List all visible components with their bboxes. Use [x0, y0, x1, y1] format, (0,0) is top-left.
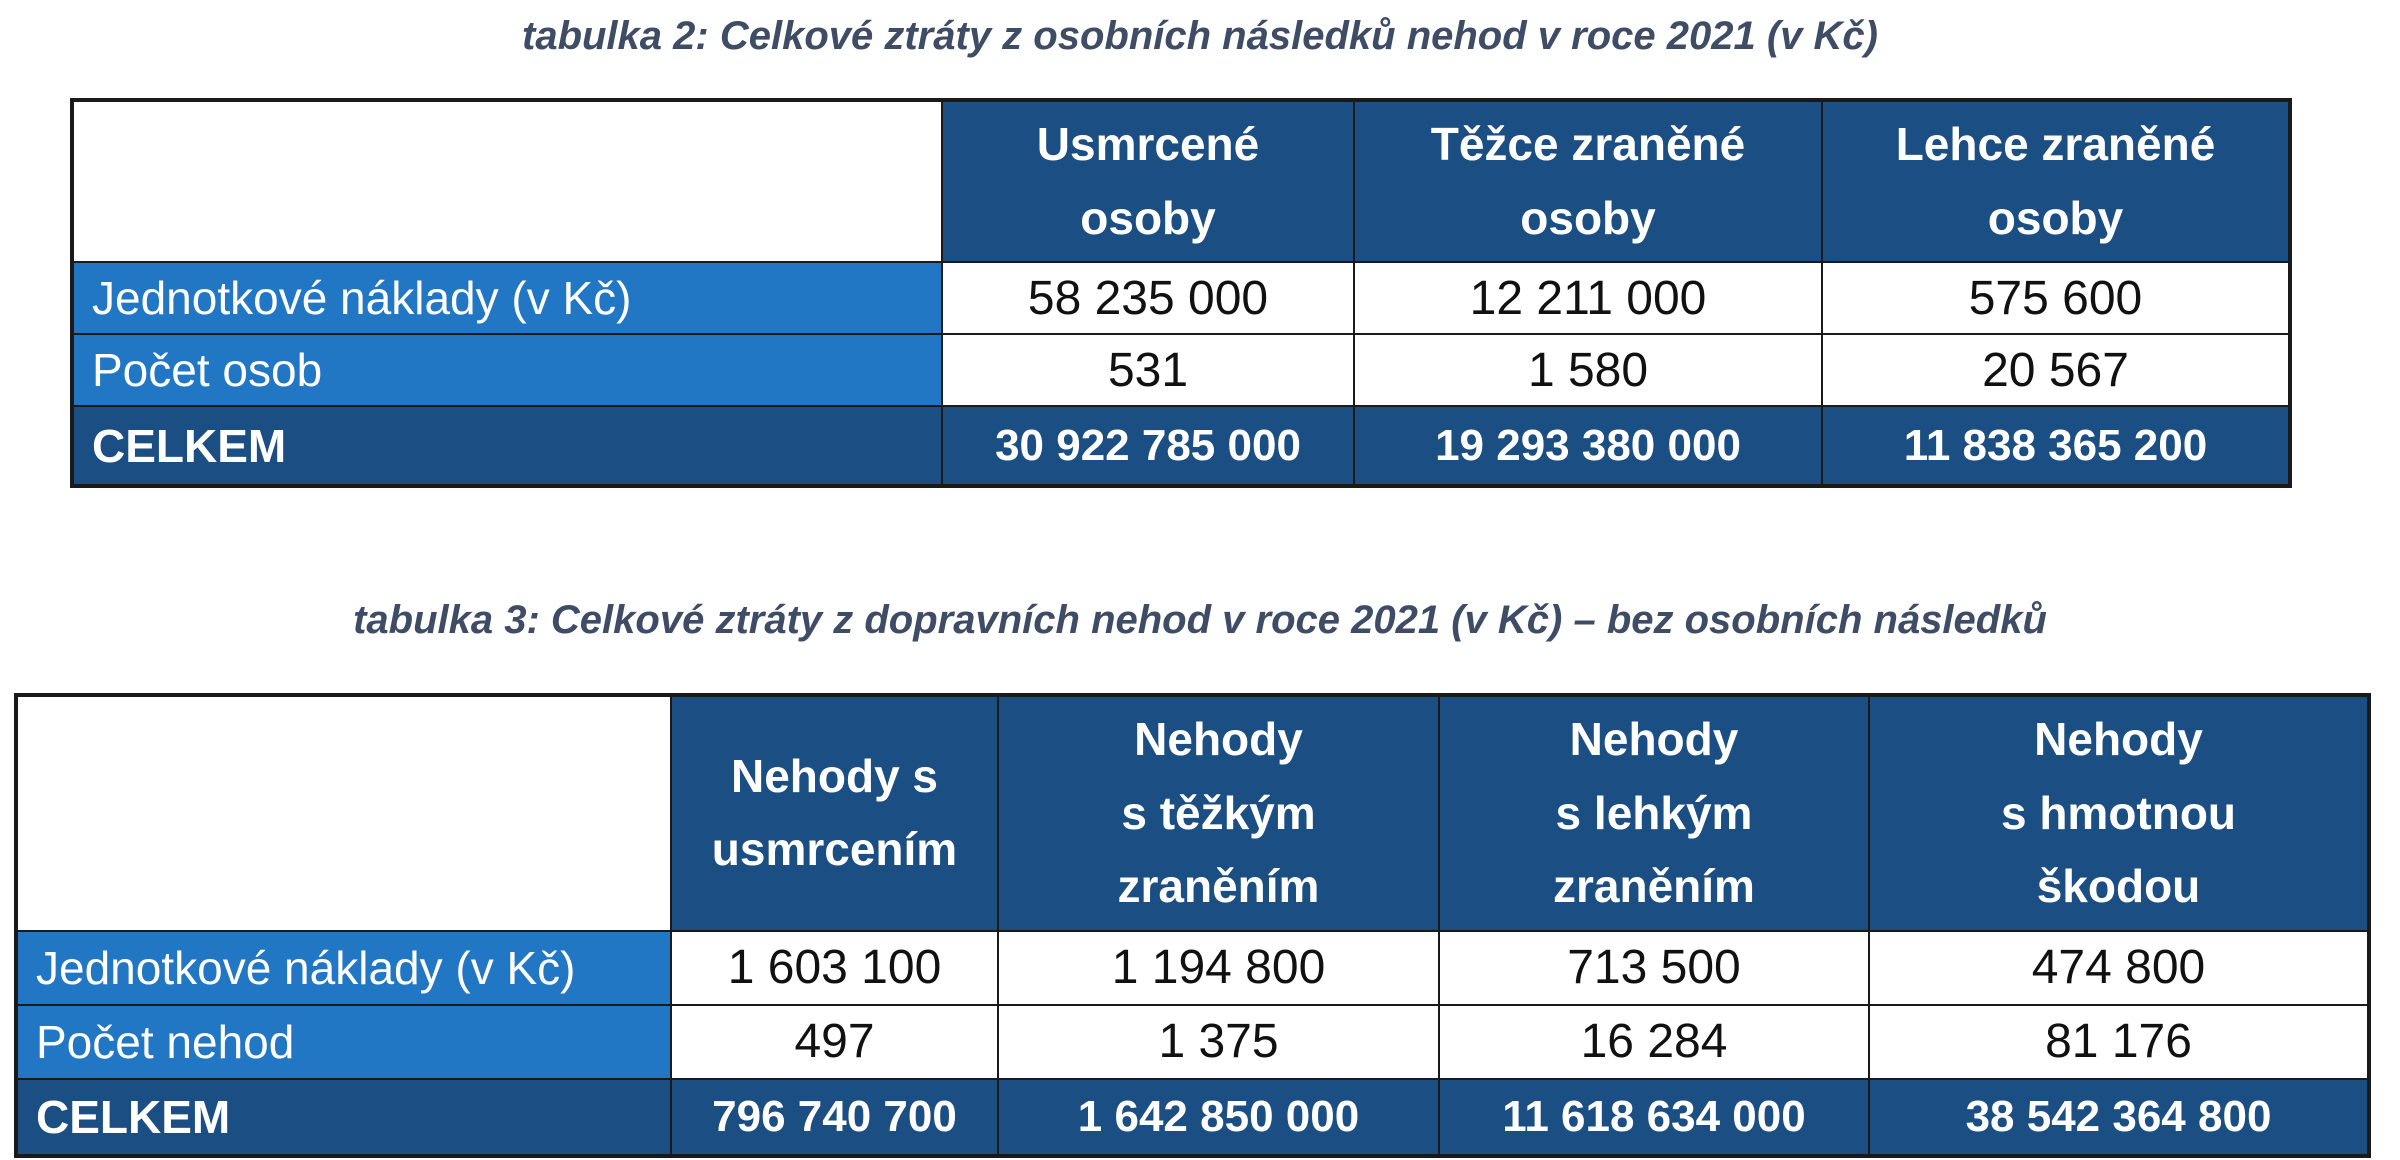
- table2-col-header-slightly-injured: Lehce zraněné osoby: [1821, 98, 2291, 264]
- table2-corner-cell: [71, 98, 943, 264]
- total-cell: 796 740 700: [670, 1077, 999, 1157]
- row-label: Počet osob: [71, 333, 943, 408]
- value-cell: 713 500: [1438, 929, 1870, 1006]
- value-cell: 1 194 800: [997, 929, 1440, 1006]
- table3-col-header-property: Nehody s hmotnou škodou: [1868, 694, 2370, 932]
- table2-col-header-severely-injured: Těžce zraněné osoby: [1353, 98, 1823, 264]
- table3-col-header-fatal: Nehody s usmrcením: [670, 694, 999, 932]
- value-cell: 474 800: [1868, 929, 2370, 1006]
- row-label: Počet nehod: [15, 1003, 672, 1080]
- value-cell: 20 567: [1821, 333, 2291, 408]
- table3-caption: tabulka 3: Celkové ztráty z dopravních n…: [353, 598, 2047, 642]
- row-label: Jednotkové náklady (v Kč): [71, 261, 943, 336]
- table3-row-accident-count: Počet nehod 497 1 375 16 284 81 176: [15, 1003, 2370, 1080]
- total-cell: 19 293 380 000: [1353, 405, 1823, 488]
- total-cell: 38 542 364 800: [1868, 1077, 2370, 1157]
- value-cell: 58 235 000: [941, 261, 1355, 336]
- table-accident-losses: Nehody s usmrcením Nehody s těžkým zraně…: [14, 693, 2371, 1158]
- value-cell: 16 284: [1438, 1003, 1870, 1080]
- table2-row-person-count: Počet osob 531 1 580 20 567: [71, 333, 2291, 408]
- table3-row-unit-costs: Jednotkové náklady (v Kč) 1 603 100 1 19…: [15, 929, 2370, 1006]
- table3-col-header-slight: Nehody s lehkým zraněním: [1438, 694, 1870, 932]
- table3-col-header-severe: Nehody s těžkým zraněním: [997, 694, 1440, 932]
- total-cell: 11 618 634 000: [1438, 1077, 1870, 1157]
- value-cell: 1 580: [1353, 333, 1823, 408]
- total-cell: 11 838 365 200: [1821, 405, 2291, 488]
- value-cell: 1 375: [997, 1003, 1440, 1080]
- table2-caption: tabulka 2: Celkové ztráty z osobních nás…: [522, 14, 1878, 58]
- table-personal-losses: Usmrcené osoby Těžce zraněné osoby Lehce…: [70, 98, 2292, 489]
- row-label: Jednotkové náklady (v Kč): [15, 929, 672, 1006]
- value-cell: 531: [941, 333, 1355, 408]
- table2-total-row: CELKEM 30 922 785 000 19 293 380 000 11 …: [71, 405, 2291, 488]
- table2-col-header-killed: Usmrcené osoby: [941, 98, 1355, 264]
- total-cell: 1 642 850 000: [997, 1077, 1440, 1157]
- value-cell: 575 600: [1821, 261, 2291, 336]
- table3-header-row: Nehody s usmrcením Nehody s těžkým zraně…: [15, 694, 2370, 932]
- total-label: CELKEM: [71, 405, 943, 488]
- table3-total-row: CELKEM 796 740 700 1 642 850 000 11 618 …: [15, 1077, 2370, 1157]
- table2-row-unit-costs: Jednotkové náklady (v Kč) 58 235 000 12 …: [71, 261, 2291, 336]
- table2-header-row: Usmrcené osoby Těžce zraněné osoby Lehce…: [71, 98, 2291, 264]
- table3-corner-cell: [15, 694, 672, 932]
- value-cell: 12 211 000: [1353, 261, 1823, 336]
- value-cell: 81 176: [1868, 1003, 2370, 1080]
- value-cell: 1 603 100: [670, 929, 999, 1006]
- value-cell: 497: [670, 1003, 999, 1080]
- total-label: CELKEM: [15, 1077, 672, 1157]
- total-cell: 30 922 785 000: [941, 405, 1355, 488]
